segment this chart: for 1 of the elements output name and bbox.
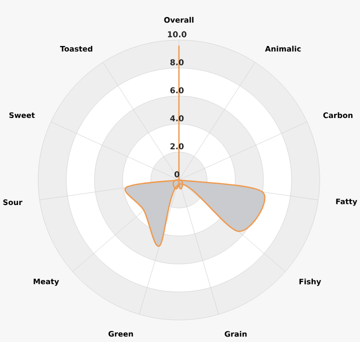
y-tick-label: 10.0 xyxy=(168,31,186,38)
